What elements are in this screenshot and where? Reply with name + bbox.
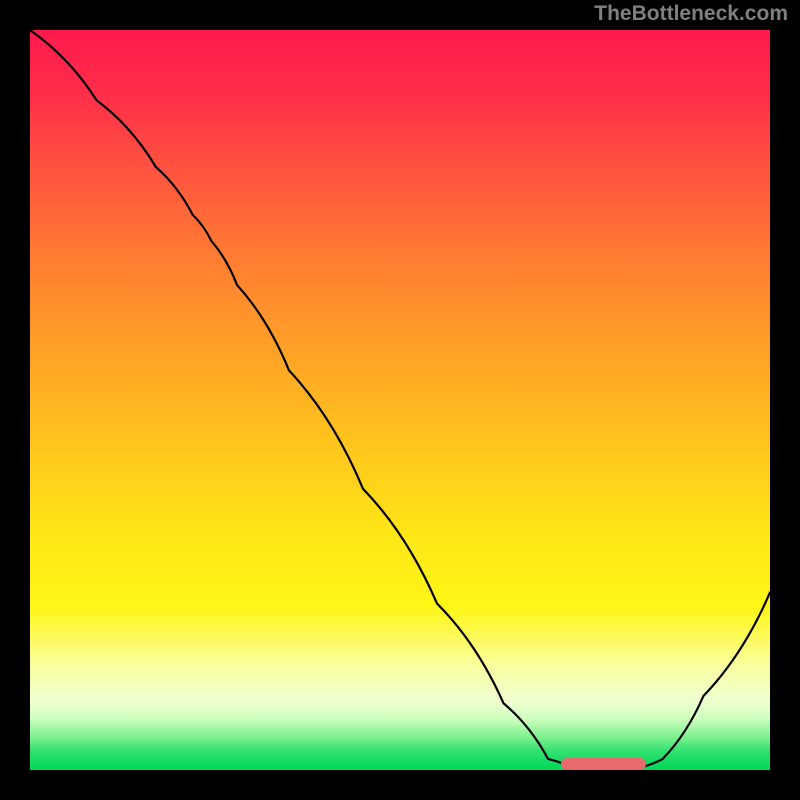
optimal-range-marker xyxy=(561,758,646,770)
chart-plot-area xyxy=(30,30,770,770)
bottleneck-curve xyxy=(30,30,770,770)
watermark-text: TheBottleneck.com xyxy=(594,2,788,26)
